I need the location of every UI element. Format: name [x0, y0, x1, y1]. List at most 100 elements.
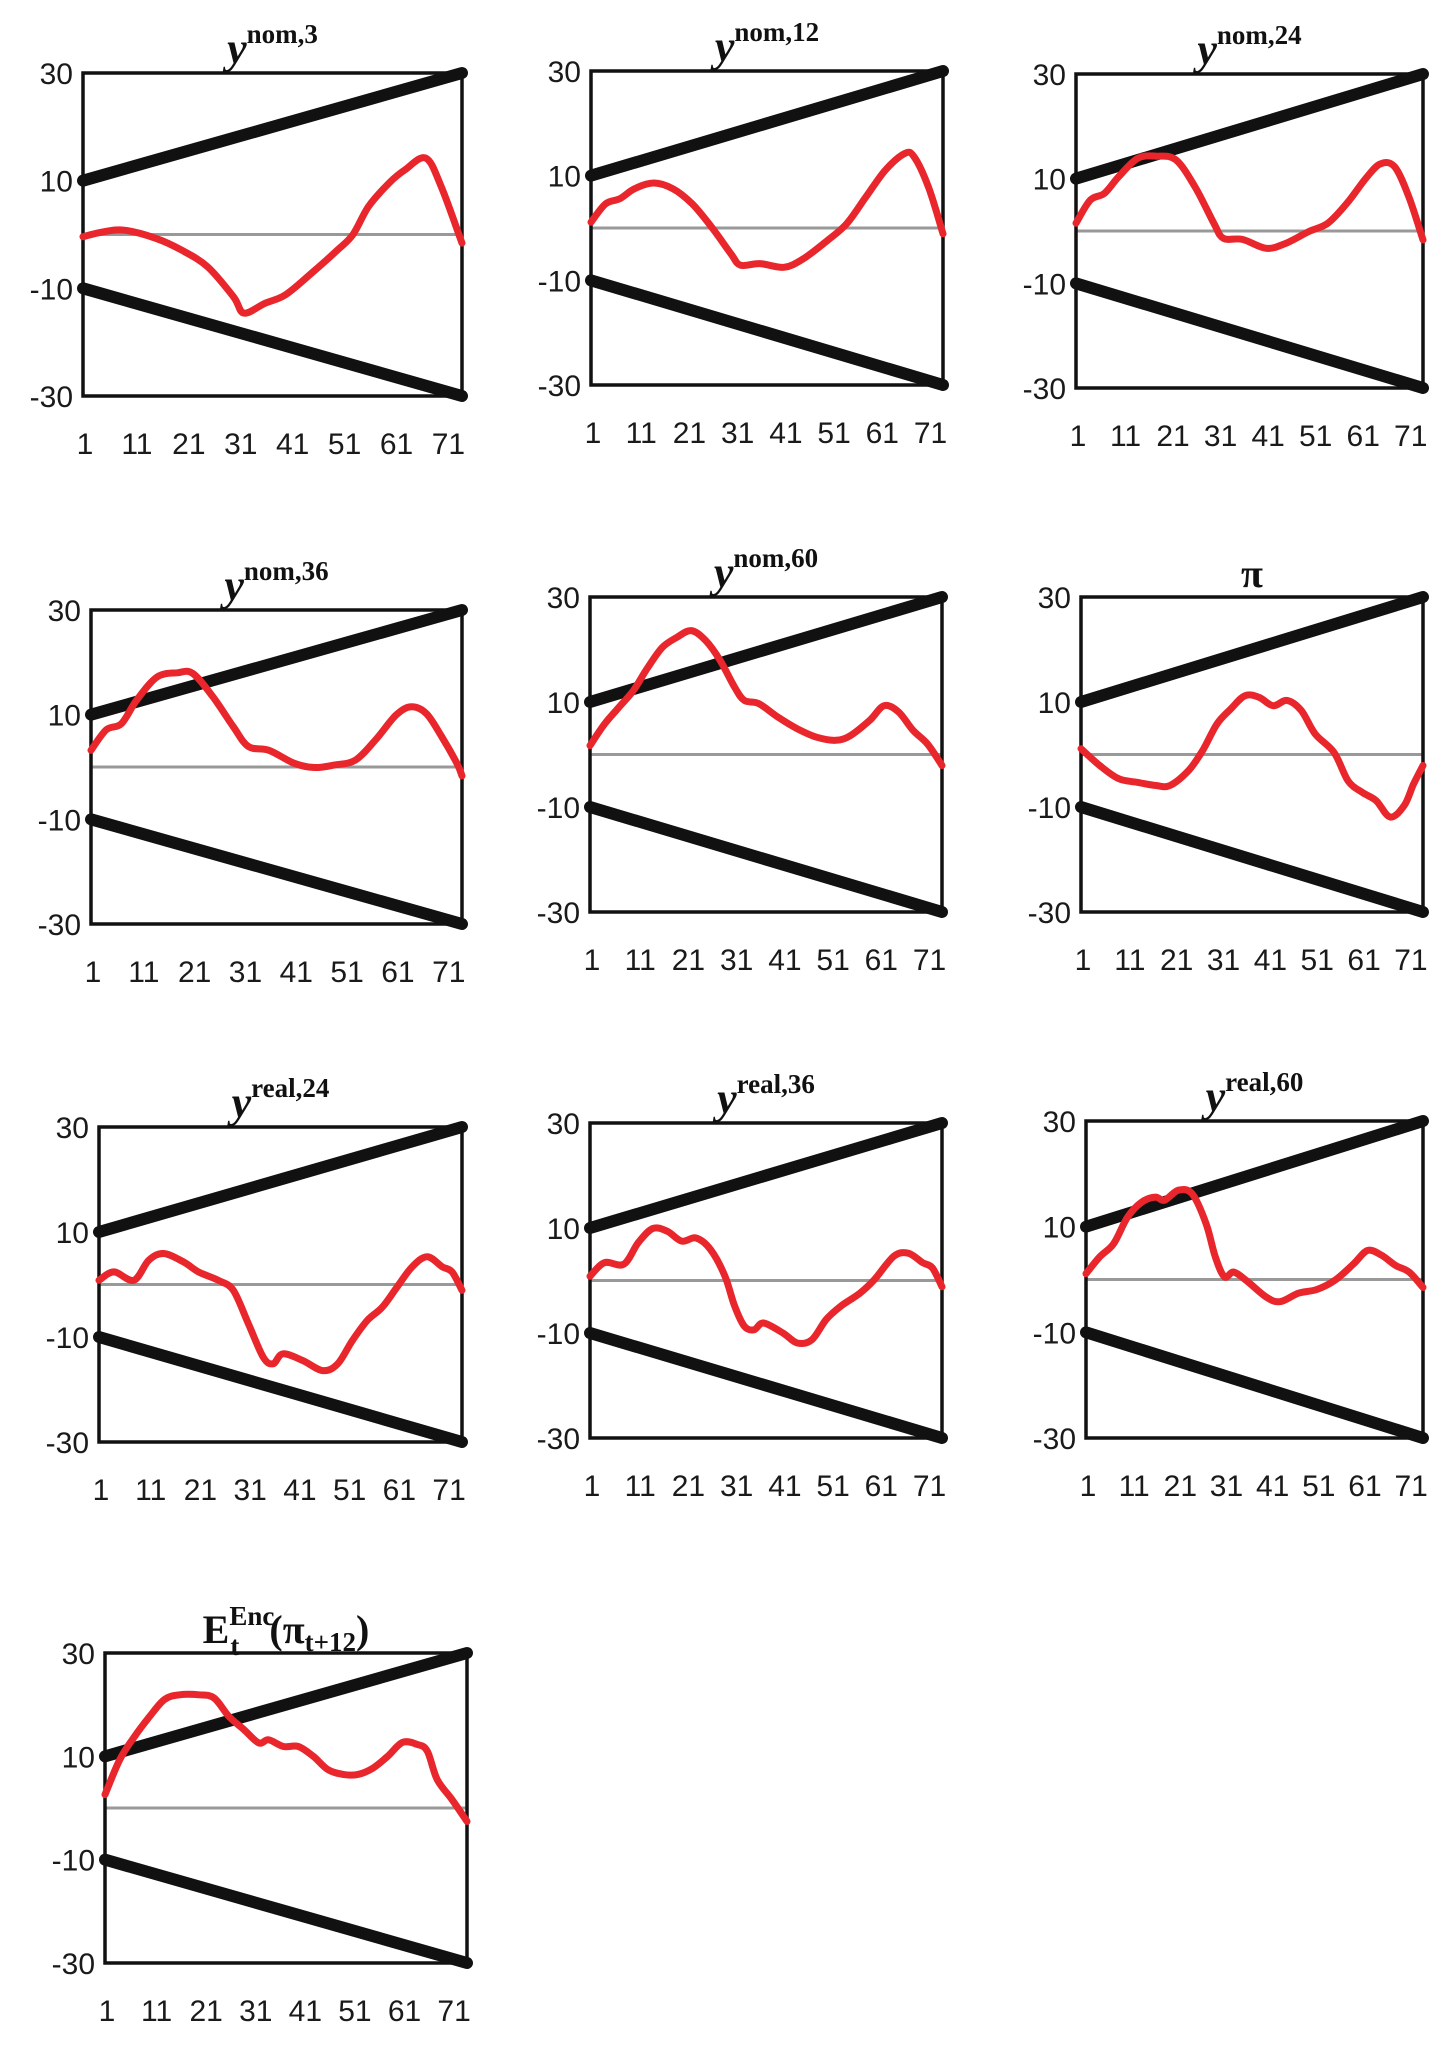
x-tick-label: 1 [99, 1995, 116, 2028]
x-tick-label: 51 [333, 1474, 366, 1507]
series-line [87, 667, 466, 780]
x-tick-label: 71 [913, 1470, 946, 1503]
y-tick-label: -10 [38, 804, 81, 837]
upper-bound-line [77, 67, 468, 187]
y-tick-label: 30 [1043, 1106, 1076, 1139]
title-superscript: Enc [229, 1601, 274, 1631]
x-tick-label: 71 [432, 428, 465, 461]
x-tick-label: 71 [1394, 944, 1427, 977]
series-line [1077, 691, 1427, 821]
y-tick-label: -10 [537, 792, 580, 825]
x-tick-label: 51 [816, 1470, 849, 1503]
x-tick-label: 11 [128, 956, 159, 989]
series-line [587, 148, 947, 271]
title-arg-base: π [283, 1607, 305, 1652]
x-tick-label: 71 [1394, 1470, 1427, 1503]
x-tick-label: 21 [672, 944, 705, 977]
y-tick-label: -30 [538, 370, 581, 403]
x-tick-label: 61 [865, 944, 898, 977]
x-tick-label: 21 [672, 1470, 705, 1503]
title-superscript: real,24 [251, 1073, 329, 1103]
title-base: y [227, 1078, 252, 1127]
x-tick-label: 41 [283, 1474, 316, 1507]
x-tick-label: 51 [1299, 420, 1332, 453]
title-arg-subscript: t+12 [305, 1627, 356, 1657]
x-tick-label: 41 [289, 1995, 322, 2028]
y-tick-label: -10 [1033, 1317, 1076, 1350]
upper-bound-line [1075, 591, 1429, 708]
chart-title: yreal,24 [227, 1073, 330, 1127]
title-paren-close: ) [356, 1607, 369, 1652]
y-tick-label: -10 [537, 1318, 580, 1351]
x-tick-label: 31 [239, 1995, 272, 2028]
x-tick-label: 71 [1394, 420, 1427, 453]
x-tick-label: 21 [1156, 420, 1189, 453]
x-tick-label: 41 [280, 956, 313, 989]
y-tick-label: 30 [62, 1638, 95, 1671]
y-tick-label: -10 [30, 273, 73, 306]
title-base: y [222, 24, 247, 73]
x-tick-label: 21 [172, 428, 205, 461]
y-tick-label: -30 [537, 1423, 580, 1456]
y-tick-label: -10 [538, 265, 581, 298]
upper-bound-line [85, 604, 468, 721]
y-tick-label: -30 [46, 1427, 89, 1460]
y-tick-label: -30 [30, 381, 73, 414]
title-subscript: t [230, 1631, 239, 1661]
chart-title: ynom,12 [710, 17, 819, 71]
title-base: y [709, 548, 734, 597]
upper-bound-line [1080, 1115, 1429, 1233]
title-superscript: nom,3 [247, 19, 318, 49]
chart-title: EEnc t (πt+12) [203, 1601, 370, 1661]
series-line [101, 1690, 471, 1825]
x-tick-label: 11 [626, 417, 657, 450]
title-base: E [203, 1607, 230, 1652]
x-tick-label: 61 [388, 1995, 421, 2028]
x-tick-label: 31 [721, 417, 754, 450]
y-tick-label: 10 [48, 700, 81, 733]
x-tick-label: 1 [584, 1470, 601, 1503]
x-tick-label: 61 [383, 1474, 416, 1507]
lower-bound-line [1075, 801, 1429, 918]
chart-title: ynom,60 [709, 543, 818, 597]
x-tick-label: 11 [135, 1474, 166, 1507]
lower-bound-line [93, 1331, 468, 1448]
y-tick-label: -10 [1023, 268, 1066, 301]
x-tick-label: 51 [1301, 944, 1334, 977]
x-tick-label: 1 [584, 944, 601, 977]
x-tick-label: 41 [768, 1470, 801, 1503]
chart-title: yreal,36 [712, 1069, 815, 1123]
y-tick-label: 30 [48, 595, 81, 628]
y-tick-label: 30 [548, 56, 581, 89]
x-tick-label: 41 [768, 944, 801, 977]
upper-bound-line [584, 1117, 948, 1234]
x-tick-label: 21 [178, 956, 211, 989]
x-tick-label: 31 [224, 428, 257, 461]
lower-bound-line [85, 813, 468, 930]
x-tick-label: 51 [328, 428, 361, 461]
y-tick-label: 10 [1038, 687, 1071, 720]
series-line [586, 1224, 946, 1348]
x-tick-label: 11 [625, 944, 656, 977]
x-tick-label: 41 [1251, 420, 1284, 453]
x-tick-label: 51 [816, 944, 849, 977]
y-tick-label: -30 [537, 897, 580, 930]
x-tick-label: 61 [866, 417, 899, 450]
title-base: π [1241, 551, 1263, 596]
lower-bound-line [99, 1853, 473, 1969]
x-tick-label: 1 [585, 417, 602, 450]
x-tick-label: 51 [817, 417, 850, 450]
lower-bound-line [1080, 1326, 1429, 1444]
upper-bound-line [99, 1647, 473, 1763]
title-superscript: nom,36 [244, 556, 329, 586]
x-tick-label: 31 [1210, 1470, 1243, 1503]
chart-title: ynom,24 [1192, 20, 1301, 74]
title-superscript: real,36 [737, 1069, 815, 1099]
x-tick-label: 1 [1080, 1470, 1097, 1503]
